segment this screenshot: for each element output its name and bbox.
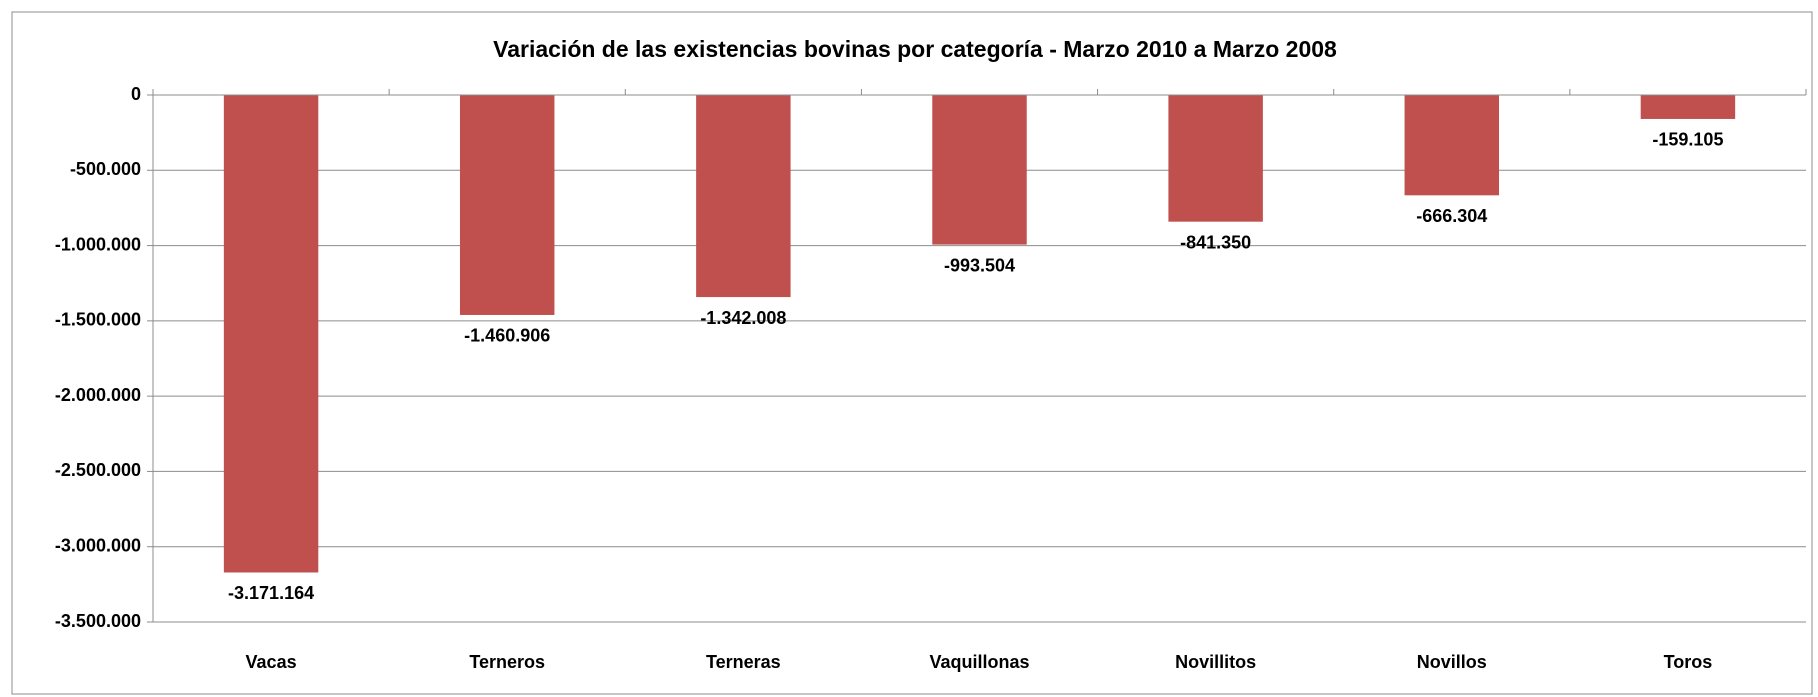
value-label: -1.342.008 [700,308,786,328]
x-tick-label: Toros [1664,652,1713,672]
x-tick-label: Terneras [706,652,781,672]
y-tick-label: -3.000.000 [55,535,141,555]
value-label: -3.171.164 [228,583,314,603]
y-tick-label: 0 [131,84,141,104]
value-label: -841.350 [1180,232,1251,252]
value-label: -1.460.906 [464,326,550,346]
chart-title: Variación de las existencias bovinas por… [493,36,1337,62]
bar [459,95,555,315]
x-tick-label: Vaquillonas [929,652,1029,672]
y-tick-label: -1.500.000 [55,310,141,330]
value-label: -666.304 [1416,206,1487,226]
bar [1640,95,1736,119]
y-tick-label: -2.000.000 [55,385,141,405]
value-label: -159.105 [1652,130,1723,150]
x-tick-label: Terneros [469,652,545,672]
y-tick-label: -1.000.000 [55,234,141,254]
x-tick-label: Novillitos [1175,652,1256,672]
x-tick-label: Vacas [246,652,297,672]
bar [696,95,791,298]
bar [1168,95,1263,222]
y-tick-label: -2.500.000 [55,460,141,480]
y-tick-label: -500.000 [70,159,141,179]
bar [1404,95,1500,196]
bar [223,95,319,573]
bar [932,95,1027,245]
y-tick-label: -3.500.000 [55,611,141,631]
x-tick-label: Novillos [1417,652,1487,672]
value-label: -993.504 [944,255,1015,275]
